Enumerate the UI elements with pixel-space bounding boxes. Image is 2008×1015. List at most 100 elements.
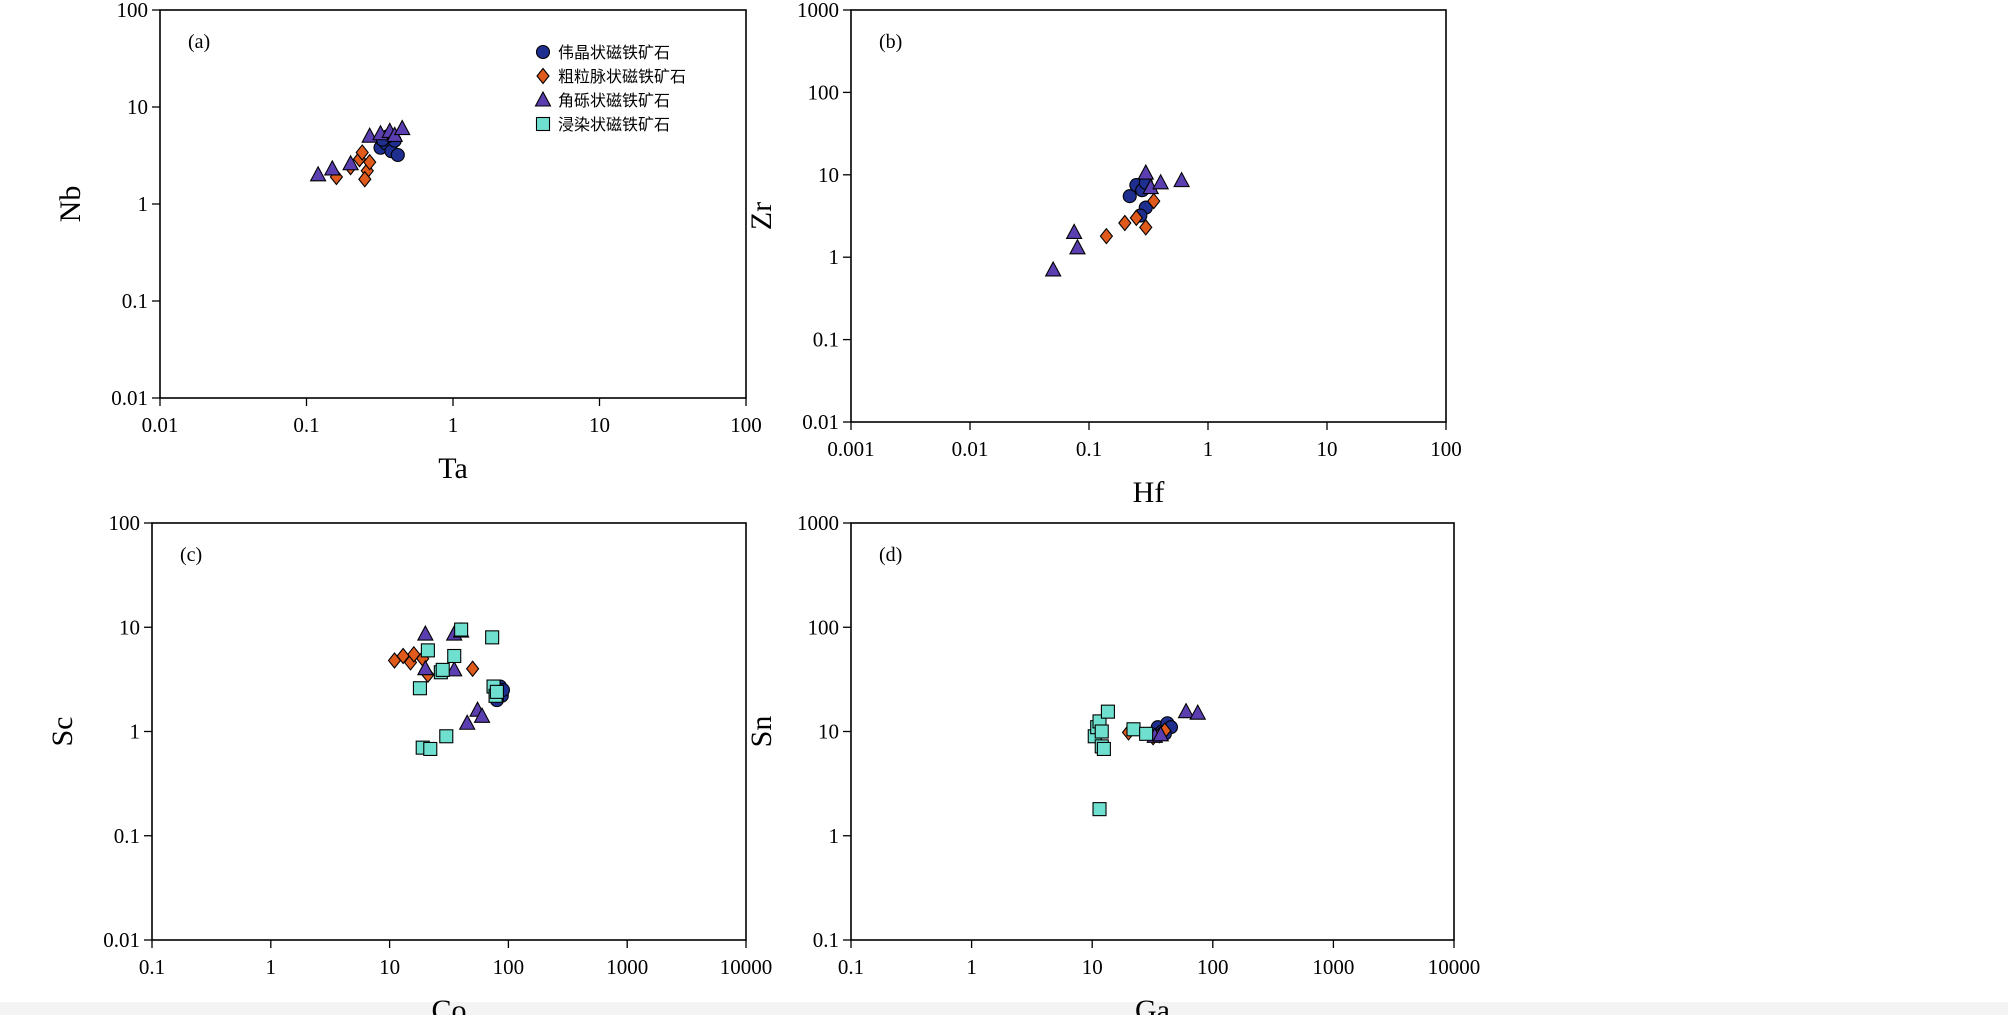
data-point-diamond: [355, 144, 369, 161]
y-tick-label: 100: [117, 0, 149, 22]
data-point-triangle: [445, 660, 463, 677]
data-point-triangle: [458, 714, 476, 730]
data-point-diamond: [1129, 209, 1144, 227]
y-tick-label: 10: [818, 163, 839, 187]
y-tick-label: 1: [130, 720, 141, 744]
square-icon: [535, 116, 551, 132]
x-tick-label: 100: [730, 413, 762, 437]
y-tick-label: 0.1: [813, 928, 839, 952]
diamond-icon: [536, 67, 550, 85]
y-axis-title: Sn: [745, 716, 778, 748]
data-point-square: [1139, 726, 1154, 741]
y-tick-label: 0.01: [111, 386, 148, 410]
x-tick-label: 0.01: [952, 437, 989, 461]
x-tick-label: 1: [448, 413, 459, 437]
data-point-diamond: [465, 660, 480, 678]
x-tick-label: 0.1: [838, 955, 864, 979]
y-axis-title: Nb: [54, 186, 87, 223]
bottom-band: [0, 1002, 2008, 1015]
x-tick-label: 0.1: [293, 413, 319, 437]
data-point-triangle: [342, 154, 360, 171]
y-tick-label: 10: [127, 95, 148, 119]
x-tick-label: 100: [1430, 437, 1462, 461]
panel-label: (c): [180, 544, 202, 566]
data-point-triangle: [1069, 238, 1086, 255]
x-tick-label: 0.1: [1076, 437, 1102, 461]
panel-d: 0.1 1 10 100 1000 10000 0.1 1 10 100 1000 Ga Sn (d): [745, 511, 1480, 1015]
data-point-triangle: [323, 159, 341, 176]
data-point-triangle: [416, 624, 434, 641]
data-point-square: [1094, 724, 1109, 739]
x-axis-title: Ga: [1135, 994, 1170, 1015]
data-point-square: [1100, 704, 1115, 719]
x-tick-label: 1: [966, 955, 977, 979]
data-point-square: [1096, 741, 1111, 757]
panel-label: (b): [879, 31, 902, 53]
y-tick-label: 10: [818, 720, 839, 744]
x-tick-label: 100: [1197, 955, 1229, 979]
circle-icon: [535, 44, 551, 60]
y-tick-label: 0.01: [802, 410, 839, 434]
data-point-square: [435, 662, 450, 677]
y-tick-label: 100: [808, 80, 840, 104]
x-tick-label: 100: [493, 955, 525, 979]
data-point-square: [1126, 722, 1141, 737]
x-tick-label: 10000: [720, 955, 773, 979]
data-point-diamond: [1118, 214, 1132, 232]
data-point-square: [447, 648, 462, 664]
panel-label: (d): [879, 544, 902, 566]
data-point-square: [412, 681, 427, 696]
x-axis-title: Co: [431, 994, 466, 1015]
y-tick-label: 1000: [797, 511, 839, 535]
x-tick-label: 10000: [1428, 955, 1481, 979]
data-point-triangle: [1152, 725, 1170, 742]
legend-label: 浸染状磁铁矿石: [558, 115, 670, 134]
data-point-triangle: [416, 659, 434, 676]
y-tick-label: 1000: [797, 0, 839, 22]
x-tick-label: 1000: [606, 955, 648, 979]
panel-c: 0.1 1 10 100 1000 10000 0.01 0.1 1 10 100 Co Sc (c): [46, 511, 772, 1015]
legend-label: 粗粒脉状磁铁矿石: [558, 67, 686, 86]
x-axis-title: Hf: [1133, 476, 1165, 509]
y-axis-title: Sc: [46, 717, 79, 747]
x-tick-label: 1000: [1312, 955, 1354, 979]
y-tick-label: 100: [808, 615, 840, 639]
data-point-square: [423, 741, 438, 757]
data-point-triangle: [393, 119, 411, 136]
x-tick-label: 0.1: [139, 955, 165, 979]
data-point-triangle: [1065, 223, 1083, 239]
plot-frame: [850, 9, 1447, 423]
data-point-triangle: [309, 165, 327, 182]
data-point-circle: [1122, 189, 1137, 204]
y-tick-label: 0.1: [813, 328, 839, 352]
data-point-square: [454, 622, 469, 637]
panel-b: 0.001 0.01 0.1 1 10 100 0.01 0.1 1 10 100 1000 Hf Zr (…: [745, 0, 1462, 509]
data-point-square: [420, 643, 435, 658]
panel-label: (a): [188, 31, 210, 53]
data-point-square: [1092, 802, 1107, 817]
x-tick-label: 10: [1317, 437, 1338, 461]
data-point-diamond: [1139, 219, 1153, 236]
data-point-square: [489, 684, 504, 699]
data-point-circle: [390, 147, 405, 163]
data-point-diamond: [358, 170, 372, 188]
panel-a: 0.01 0.1 1 10 100 0.01 0.1 1 10 100 Ta Nb (a) 伟晶状磁铁矿石…: [54, 0, 762, 485]
y-tick-label: 10: [119, 615, 140, 639]
x-tick-label: 1: [266, 955, 277, 979]
y-tick-label: 1: [138, 192, 149, 216]
x-tick-label: 10: [379, 955, 400, 979]
data-point-triangle: [1189, 703, 1207, 720]
y-axis-title: Zr: [745, 202, 778, 230]
data-point-triangle: [1137, 163, 1155, 180]
data-point-triangle: [473, 707, 491, 723]
data-point-diamond: [362, 153, 377, 171]
y-tick-label: 0.1: [122, 289, 148, 313]
data-point-triangle: [1044, 260, 1062, 277]
y-tick-label: 100: [109, 511, 141, 535]
triangle-icon: [534, 90, 552, 107]
data-point-triangle: [1173, 171, 1191, 188]
data-point-triangle: [1177, 702, 1195, 719]
y-tick-label: 1: [829, 824, 840, 848]
x-tick-label: 10: [589, 413, 610, 437]
